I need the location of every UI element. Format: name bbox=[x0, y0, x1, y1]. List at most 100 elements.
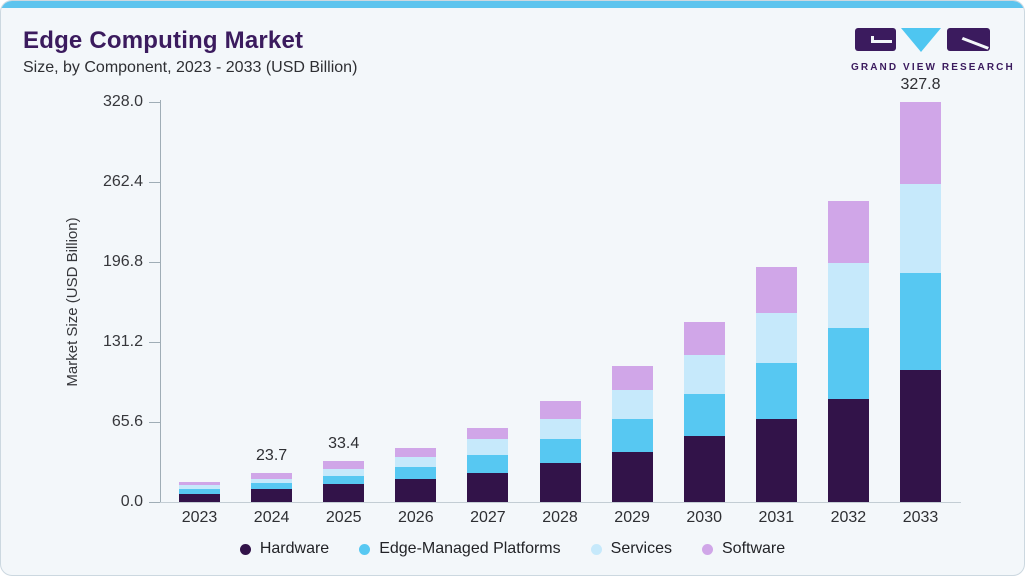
bar-segment-hardware bbox=[395, 479, 437, 502]
bar-segment-edge-managed-platforms bbox=[611, 418, 653, 452]
bar-segment-software bbox=[395, 447, 437, 457]
bar-segment-hardware bbox=[900, 369, 941, 502]
bar-segment-hardware bbox=[827, 399, 869, 502]
stacked-bar-2025 bbox=[323, 461, 365, 502]
stacked-bar-2026 bbox=[395, 447, 437, 502]
x-tick-label: 2031 bbox=[758, 509, 795, 526]
legend-item-software: Software bbox=[702, 540, 785, 558]
bar-segment-edge-managed-platforms bbox=[539, 438, 581, 463]
stacked-bar-2031 bbox=[755, 267, 797, 502]
x-tick-label: 2027 bbox=[470, 509, 506, 526]
bar-segment-edge-managed-platforms bbox=[755, 362, 797, 420]
y-tick-label: 328.0 bbox=[102, 93, 143, 110]
y-axis bbox=[160, 100, 161, 503]
bar-segment-software bbox=[467, 427, 509, 439]
stacked-bar-2028 bbox=[539, 400, 581, 502]
legend-label: Services bbox=[610, 540, 672, 557]
bar-segment-services bbox=[900, 183, 941, 273]
y-tick-mark bbox=[149, 502, 160, 503]
bar-segment-hardware bbox=[467, 473, 509, 502]
chart-legend: Hardware Edge-Managed Platforms Services So… bbox=[1, 537, 1024, 561]
x-tick-label: 2033 bbox=[902, 509, 939, 526]
legend-item-services: Services bbox=[590, 540, 672, 558]
y-tick-mark bbox=[149, 182, 160, 183]
bar-segment-edge-managed-platforms bbox=[827, 327, 869, 400]
page-subtitle: Size, by Component, 2023 - 2033 (USD Bil… bbox=[23, 59, 358, 76]
stacked-bar-2032 bbox=[827, 201, 869, 502]
bar-segment-software bbox=[323, 461, 365, 469]
y-tick-label: 196.8 bbox=[102, 253, 143, 270]
bar-segment-software bbox=[755, 267, 797, 314]
x-tick-label: 2026 bbox=[398, 509, 434, 526]
bar-segment-edge-managed-platforms bbox=[683, 393, 725, 437]
bar-segment-services bbox=[539, 418, 581, 439]
legend-dot-icon bbox=[590, 543, 602, 555]
legend-label: Hardware bbox=[259, 540, 330, 557]
bar-total-label: 23.7 bbox=[256, 447, 288, 465]
bar-segment-software bbox=[179, 481, 220, 486]
brand-logo: GRAND VIEW RESEARCH bbox=[851, 27, 1015, 73]
bar-segment-services bbox=[827, 263, 869, 328]
bar-segment-software bbox=[827, 201, 869, 264]
bar-total-label: 327.8 bbox=[900, 76, 941, 94]
bar-segment-hardware bbox=[251, 489, 293, 502]
bar-segment-edge-managed-platforms bbox=[395, 466, 437, 480]
bar-segment-hardware bbox=[323, 484, 365, 502]
bar-segment-hardware bbox=[539, 462, 581, 502]
legend-item-edge-managed-platforms: Edge-Managed Platforms bbox=[359, 540, 561, 558]
bar-segment-edge-managed-platforms bbox=[900, 273, 941, 370]
x-tick-label: 2025 bbox=[325, 509, 362, 526]
legend-dot-icon bbox=[239, 543, 251, 555]
stacked-bar-2023 bbox=[179, 481, 220, 502]
y-tick-mark bbox=[149, 342, 160, 343]
accent-strip bbox=[1, 1, 1024, 8]
bar-segment-services bbox=[467, 438, 509, 456]
bar-segment-edge-managed-platforms bbox=[251, 483, 293, 490]
x-tick-label: 2023 bbox=[181, 509, 218, 526]
legend-dot-icon bbox=[702, 543, 713, 555]
page-title: Edge Computing Market bbox=[23, 27, 304, 54]
bar-segment-services bbox=[323, 468, 365, 476]
stacked-bar-2027 bbox=[467, 427, 509, 502]
bar-segment-services bbox=[251, 478, 293, 484]
bar-segment-services bbox=[179, 485, 220, 489]
legend-dot-icon bbox=[359, 543, 371, 555]
bar-segment-services bbox=[395, 456, 437, 467]
y-tick-mark bbox=[149, 262, 160, 263]
x-tick-label: 2029 bbox=[614, 509, 650, 526]
bar-segment-hardware bbox=[611, 452, 653, 502]
x-tick-label: 2028 bbox=[542, 509, 578, 526]
bar-segment-hardware bbox=[755, 419, 797, 502]
bar-segment-software bbox=[900, 102, 941, 184]
bar-segment-edge-managed-platforms bbox=[323, 475, 365, 485]
x-axis bbox=[156, 502, 961, 503]
x-tick-label: 2032 bbox=[830, 509, 867, 526]
stacked-bar-2029 bbox=[611, 366, 653, 502]
legend-label: Software bbox=[722, 540, 786, 557]
y-tick-mark bbox=[149, 422, 160, 423]
bar-segment-edge-managed-platforms bbox=[467, 455, 509, 474]
bar-segment-services bbox=[611, 389, 653, 419]
bar-segment-edge-managed-platforms bbox=[179, 488, 220, 494]
bar-segment-software bbox=[251, 473, 293, 479]
stacked-bar-2024 bbox=[251, 473, 293, 502]
y-tick-label: 0.0 bbox=[120, 493, 143, 510]
bar-segment-software bbox=[683, 322, 725, 355]
brand-name: GRAND VIEW RESEARCH bbox=[851, 62, 1015, 73]
stacked-bar-2033 bbox=[900, 102, 941, 502]
x-tick-label: 2024 bbox=[253, 509, 290, 526]
y-tick-label: 262.4 bbox=[102, 173, 143, 190]
plot-area: 0.0 65.6 131.2 196.8 262.4 328.0 2023 2024 23.7 2… bbox=[103, 76, 961, 526]
bar-segment-hardware bbox=[179, 493, 220, 502]
bar-segment-services bbox=[755, 313, 797, 363]
y-tick-mark bbox=[149, 102, 160, 103]
bar-segment-software bbox=[539, 400, 581, 419]
bar-segment-services bbox=[683, 354, 725, 394]
legend-item-hardware: Hardware bbox=[239, 540, 330, 558]
gvr-logo-icon bbox=[855, 28, 990, 52]
y-axis-title: Market Size (USD Billion) bbox=[64, 217, 81, 387]
legend-label: Edge-Managed Platforms bbox=[379, 540, 561, 557]
y-tick-label: 131.2 bbox=[102, 333, 143, 350]
x-tick-label: 2030 bbox=[686, 509, 722, 526]
